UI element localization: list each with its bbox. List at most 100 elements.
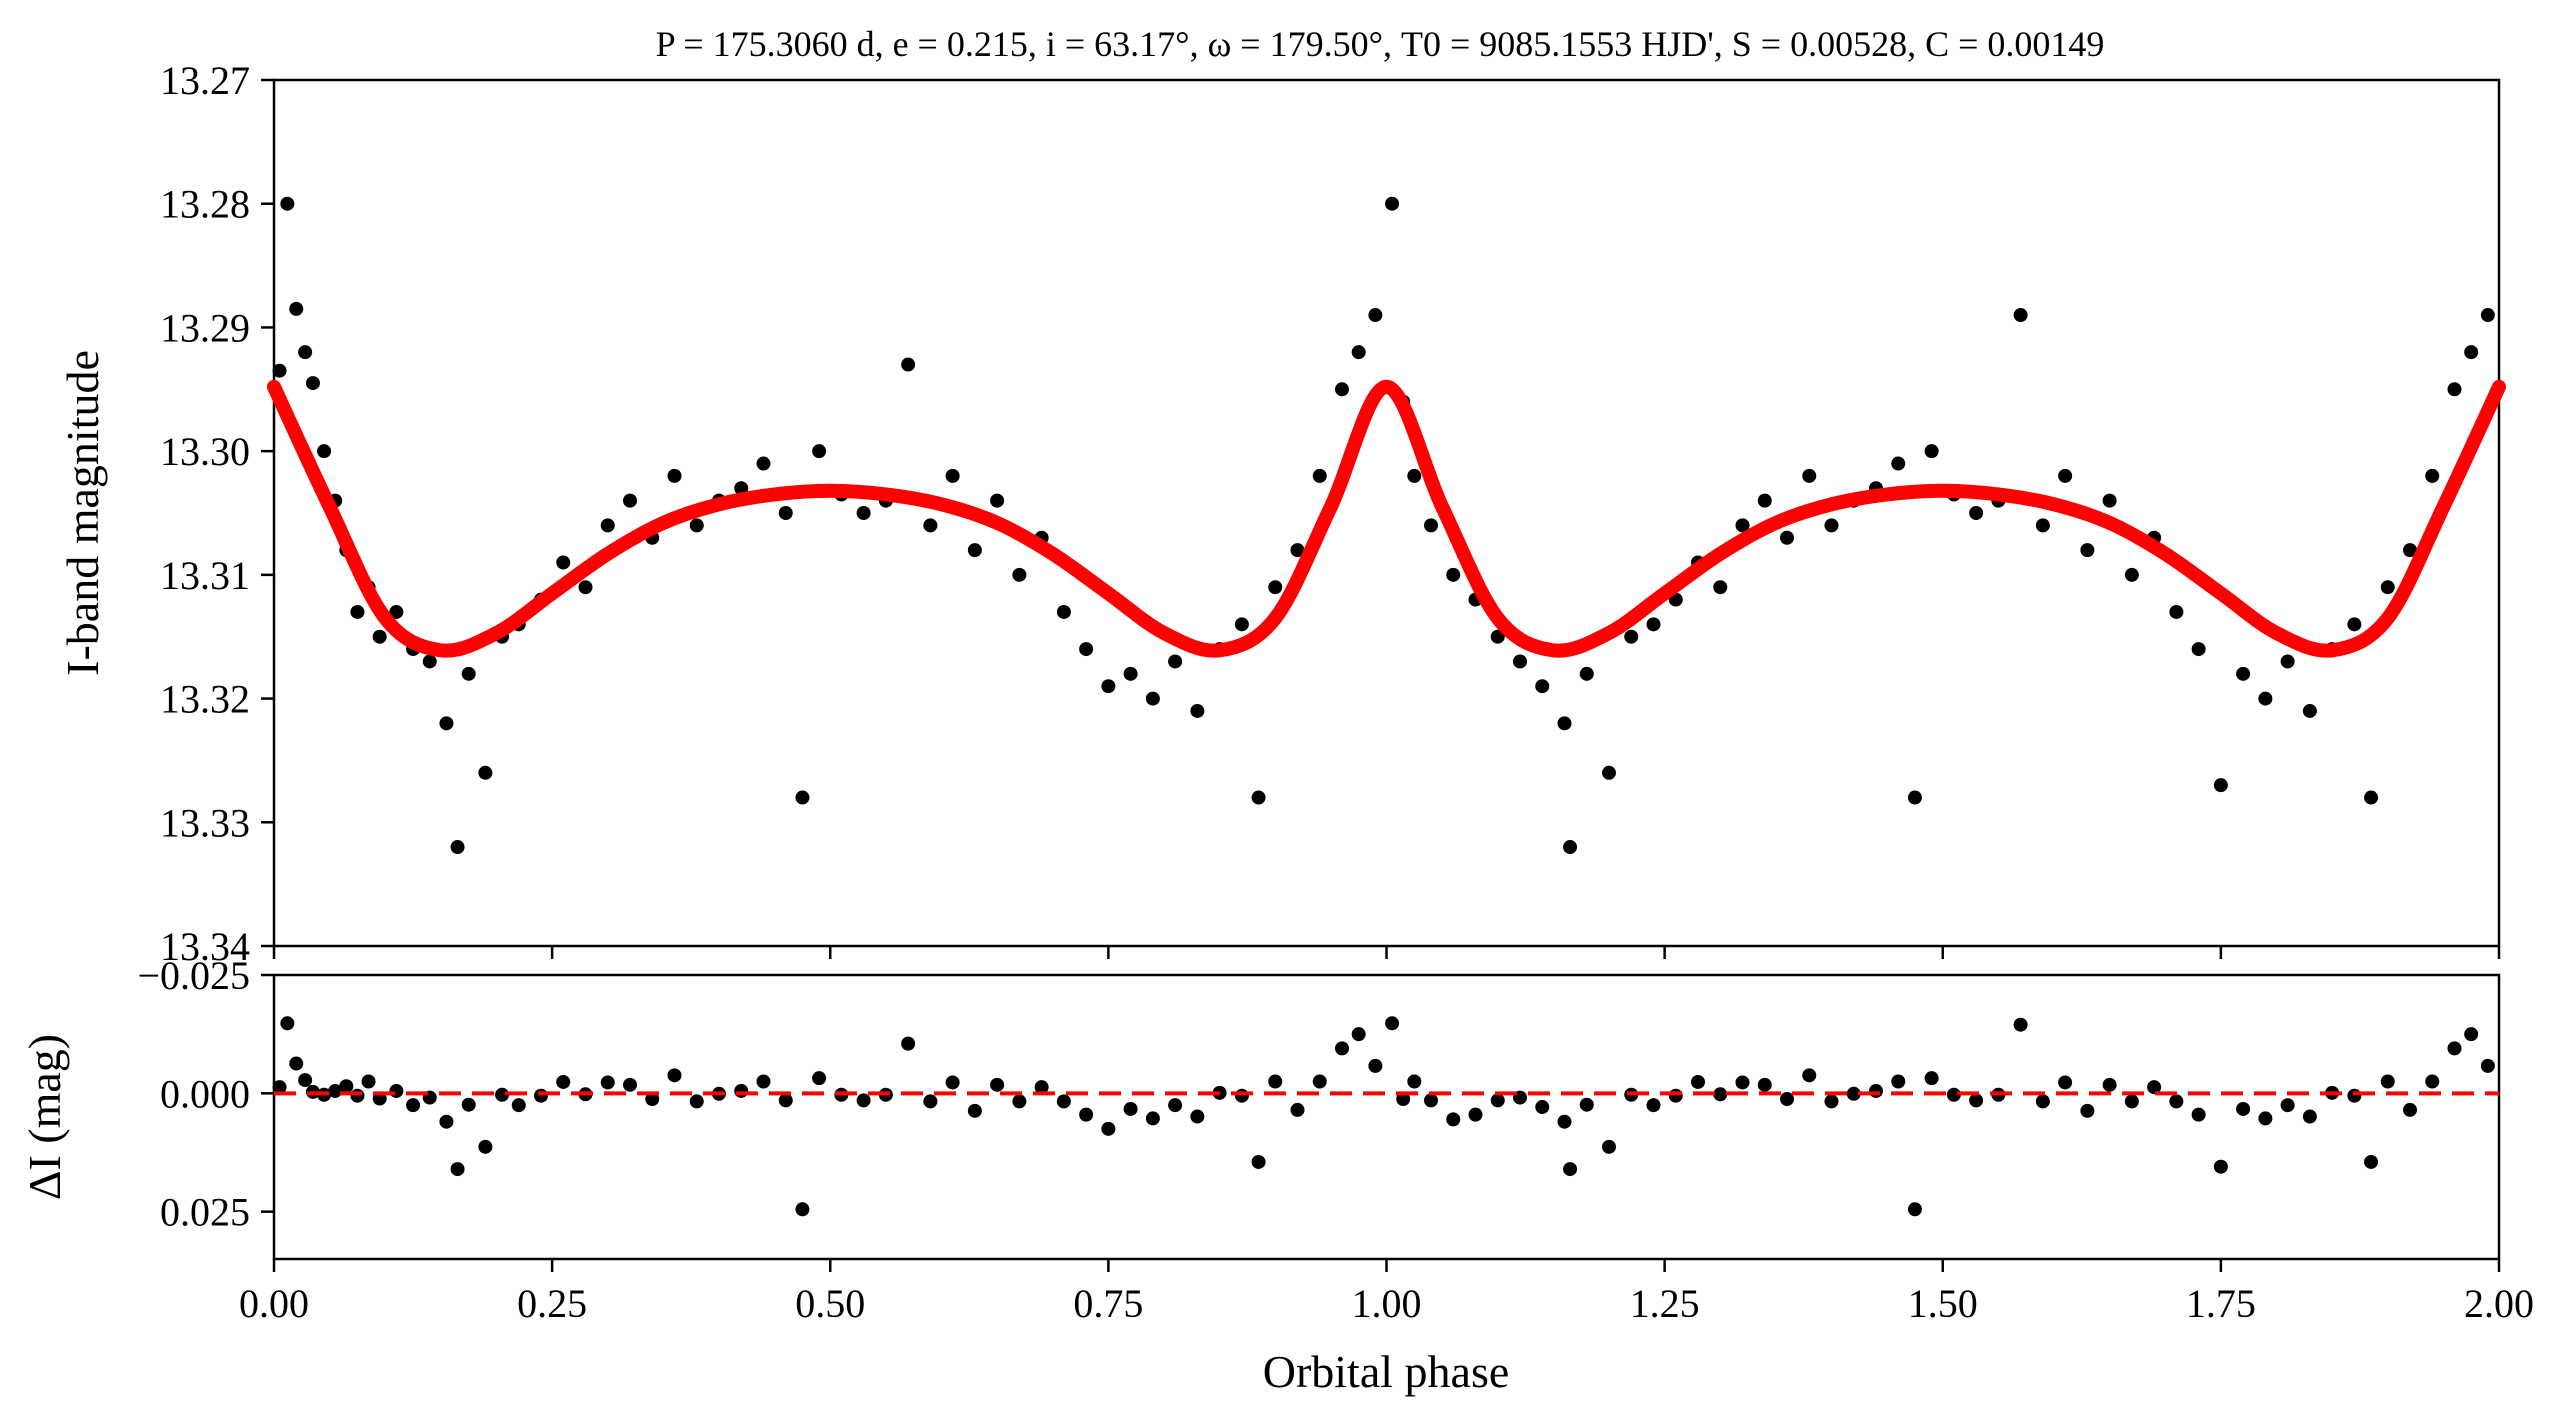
residuals-data-point (2364, 1154, 2379, 1169)
light-curve-data-point (2464, 345, 2479, 360)
residuals-data-point (945, 1075, 960, 1090)
x-axis-label: Orbital phase (1263, 1346, 1510, 1397)
residuals-data-point (1335, 1041, 1349, 1056)
light-curve-data-point (317, 444, 332, 459)
residuals-data-point (2124, 1094, 2139, 1109)
light-curve-panel: 13.27 13.28 13.29 13.30 13.31 13.32 13.33 13.34… (57, 58, 2506, 969)
light-curve-data-point (1602, 765, 1616, 780)
light-curve-data-point (450, 840, 465, 855)
light-curve-data-point (2213, 778, 2228, 793)
residuals-data-point (298, 1073, 313, 1088)
residuals-y-tick-label: −0.025 (137, 953, 250, 998)
light-curve-data-point (1079, 642, 1094, 657)
light-curve-data-point (1907, 790, 1922, 805)
light-curve-data-point (1335, 382, 1349, 397)
light-curve-data-point (1190, 703, 1205, 718)
light-curve-data-point (1563, 840, 1578, 855)
light-curve-data-point (2080, 543, 2095, 558)
light-curve-data-point (1123, 666, 1138, 681)
light-curve-data-point (2380, 580, 2395, 595)
residuals-data-point (2480, 1058, 2495, 1073)
light-curve-data-point (2035, 518, 2050, 533)
residuals-data-point (1757, 1077, 1772, 1092)
residuals-y-tick-label: 0.025 (160, 1190, 250, 1235)
light-curve-data-point (756, 456, 771, 471)
residuals-data-point (2080, 1103, 2095, 1118)
light-curve-data-point (2169, 604, 2184, 619)
light-curve-data-point (856, 506, 871, 520)
light-curve-y-tick-label: 13.27 (160, 58, 250, 103)
residuals-data-point (361, 1074, 376, 1089)
residuals-data-point (1168, 1098, 1183, 1113)
light-curve-data-point (1268, 580, 1283, 595)
residuals-data-point (1869, 1083, 1883, 1098)
light-curve-data-point (2447, 382, 2462, 397)
light-curve-data-point (1757, 493, 1772, 508)
residuals-data-point (812, 1071, 827, 1086)
light-curve-data-point (372, 629, 387, 644)
light-curve-data-point (2058, 468, 2073, 483)
light-curve-data-point (1145, 691, 1160, 706)
residuals-data-point (1691, 1074, 1705, 1089)
light-curve-points (272, 196, 2495, 855)
residuals-data-point (1056, 1094, 1071, 1109)
light-curve-data-point (1646, 617, 1661, 632)
residuals-data-point (2013, 1017, 2028, 1032)
light-curve-data-point (2236, 666, 2251, 681)
residuals-panel: −0.025 0.000 0.025 0.00 0.25 0.50 0.75 1.00 1.2… (19, 953, 2534, 1397)
residuals-data-point (2236, 1101, 2251, 1116)
light-curve-data-point (578, 580, 593, 595)
residuals-data-point (756, 1074, 771, 1089)
residuals-data-point (461, 1097, 476, 1112)
residuals-data-point (289, 1056, 304, 1071)
light-curve-data-point (945, 468, 960, 483)
residuals-data-point (2380, 1074, 2395, 1089)
residuals-data-point (623, 1077, 637, 1092)
residuals-data-point (534, 1088, 548, 1103)
residuals-data-point (511, 1098, 526, 1113)
light-curve-data-point (1368, 308, 1383, 323)
residuals-data-point (2403, 1102, 2417, 1117)
residuals-data-point (478, 1139, 493, 1154)
residuals-data-point (2302, 1109, 2317, 1124)
residuals-data-point (645, 1092, 660, 1107)
light-curve-data-point (350, 604, 365, 619)
light-curve-model (267, 379, 2506, 658)
residuals-data-point (1234, 1088, 1249, 1103)
light-curve-data-point (990, 493, 1005, 508)
light-curve-data-point (1557, 716, 1572, 731)
light-curve-data-point (2258, 691, 2273, 706)
residuals-data-point (2347, 1088, 2362, 1103)
residuals-data-point (339, 1079, 354, 1094)
light-curve-data-point (2403, 543, 2417, 558)
residuals-data-point (1145, 1111, 1160, 1126)
light-curve-y-tick-label: 13.34 (160, 924, 250, 969)
light-curve-data-point (2480, 308, 2495, 323)
light-curve-model-line (267, 379, 2506, 658)
light-curve-data-point (1290, 543, 1305, 558)
light-curve-data-point (1012, 567, 1027, 582)
light-curve-data-point (600, 518, 615, 533)
light-curve-data-point (1312, 468, 1327, 483)
residuals-data-point (1490, 1093, 1505, 1108)
residuals-data-point (1312, 1074, 1327, 1089)
light-curve-data-point (1407, 468, 1422, 483)
residuals-data-point (1468, 1107, 1483, 1122)
residuals-x-tick-label: 0.50 (795, 1281, 865, 1326)
residuals-data-point (689, 1094, 704, 1109)
residuals-data-point (556, 1074, 571, 1089)
light-curve-data-point (1446, 567, 1461, 582)
residuals-data-point (1646, 1098, 1661, 1113)
light-curve-data-point (556, 555, 571, 570)
residuals-data-point (1946, 1087, 1961, 1102)
light-curve-data-point (1579, 666, 1594, 681)
residuals-data-point (1351, 1027, 1366, 1042)
residuals-data-point (1079, 1107, 1094, 1122)
residuals-x-tick-label: 1.75 (2186, 1281, 2256, 1326)
residuals-data-point (1385, 1016, 1400, 1031)
residuals-data-point (667, 1068, 682, 1083)
residuals-data-point (1969, 1093, 1984, 1108)
residuals-data-point (1668, 1088, 1683, 1103)
light-curve-data-point (967, 543, 982, 558)
